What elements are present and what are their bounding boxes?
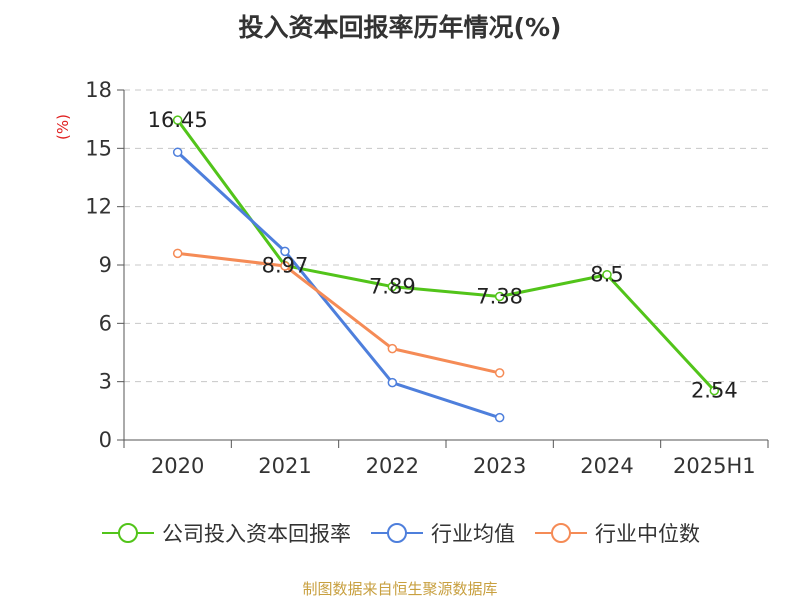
legend-item[interactable]: 公司投入资本回报率: [100, 518, 351, 548]
data-point: [387, 377, 398, 388]
y-tick-label: 0: [99, 428, 112, 452]
x-tick-label: 2020: [151, 454, 204, 478]
x-tick-label: 2024: [580, 454, 633, 478]
data-point: [172, 248, 183, 259]
y-axis-unit: (%): [54, 114, 72, 140]
x-tick-label: 2021: [258, 454, 311, 478]
legend-swatch-icon: [535, 523, 587, 543]
data-point: [494, 368, 505, 378]
data-point: [387, 281, 398, 292]
data-point: [494, 291, 505, 302]
data-point: [172, 115, 183, 125]
data-label: 2.54: [691, 379, 738, 403]
legend-swatch-icon: [371, 523, 423, 543]
data-label: 8.97: [262, 254, 309, 278]
y-tick-label: 12: [85, 195, 112, 219]
source-note: 制图数据来自恒生聚源数据库: [302, 580, 498, 598]
x-tick-label: 2025H1: [673, 454, 756, 478]
series-line: [177, 251, 500, 375]
legend: 公司投入资本回报率 行业均值 行业中位数: [0, 518, 800, 548]
legend-label: 公司投入资本回报率: [162, 522, 351, 546]
data-point: [172, 147, 183, 157]
legend-item[interactable]: 行业中位数: [533, 518, 700, 548]
y-tick-label: 6: [99, 311, 112, 335]
series-line: [176, 119, 716, 392]
data-labels: 16.45 8.97 7.89 7.38 8.5 2.54: [148, 108, 738, 402]
legend-label: 行业均值: [431, 522, 515, 546]
x-tick-label: 2022: [366, 454, 419, 478]
data-point: [602, 269, 612, 280]
data-label: 8.5: [590, 263, 623, 287]
axes: 0 3 6 9 12 15 18 2020 2021 2022 2023 2024 2025H1: [85, 78, 769, 478]
data-point: [387, 343, 398, 354]
y-tick-label: 3: [99, 370, 112, 394]
chart-title: 投入资本回报率历年情况(%): [238, 13, 562, 42]
legend-swatch-icon: [102, 523, 154, 543]
x-tick-label: 2023: [473, 454, 526, 478]
data-point: [280, 261, 290, 271]
data-label: 16.45: [148, 108, 208, 132]
data-point: [494, 412, 505, 423]
y-tick-label: 15: [85, 136, 112, 160]
legend-item[interactable]: 行业均值: [369, 518, 515, 548]
y-tick-label: 9: [99, 253, 112, 277]
grid-lines: [124, 89, 768, 383]
series-line: [176, 151, 501, 420]
series-group: [172, 115, 720, 423]
y-tick-label: 18: [85, 78, 112, 102]
data-label: 7.38: [476, 285, 523, 309]
legend-label: 行业中位数: [595, 522, 700, 546]
data-point: [709, 385, 720, 396]
data-point: [280, 246, 290, 257]
data-label: 7.89: [369, 275, 416, 299]
